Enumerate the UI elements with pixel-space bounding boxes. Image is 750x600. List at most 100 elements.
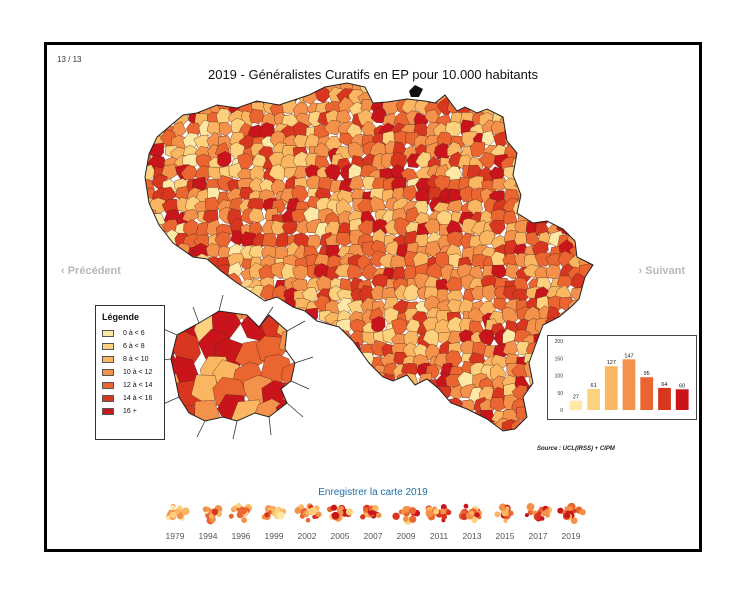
municipality-area xyxy=(307,331,323,347)
bar-value-label: 127 xyxy=(607,360,616,366)
municipality-area xyxy=(315,384,334,401)
municipality-area xyxy=(369,429,385,431)
year-thumbnail[interactable]: 1979 xyxy=(160,503,190,541)
municipality-area xyxy=(590,233,593,250)
municipality-area xyxy=(272,83,289,96)
municipality-area xyxy=(566,112,584,129)
municipality-area xyxy=(305,432,323,449)
legend-row: 0 à < 6 xyxy=(102,327,158,340)
municipality-area xyxy=(592,200,593,217)
municipality-area xyxy=(481,283,498,303)
municipality-area xyxy=(185,83,203,96)
municipality-area xyxy=(536,199,552,215)
municipality-area xyxy=(160,109,177,127)
mini-map-area xyxy=(169,511,177,519)
mini-map-area xyxy=(241,517,247,523)
municipality-area xyxy=(317,419,334,431)
year-thumbnail[interactable]: 2002 xyxy=(292,503,322,541)
municipality-area xyxy=(196,83,214,93)
municipality-area xyxy=(594,177,608,192)
year-thumbnail[interactable]: 1994 xyxy=(193,503,223,541)
municipality-area xyxy=(394,409,411,428)
municipality-area xyxy=(362,398,378,416)
municipality-area xyxy=(129,155,145,171)
municipality-area xyxy=(579,220,593,237)
municipality-area xyxy=(556,86,572,102)
municipality-area xyxy=(204,430,220,431)
municipality-area xyxy=(590,113,593,128)
municipality-area xyxy=(290,316,307,335)
year-thumbnail[interactable]: 2019 xyxy=(556,502,586,541)
municipality-area xyxy=(318,394,336,411)
municipality-area xyxy=(535,98,553,116)
save-map-link[interactable]: Enregistrer la carte 2019 xyxy=(318,487,428,498)
year-thumbnail[interactable]: 2017 xyxy=(523,503,553,541)
legend-title: Légende xyxy=(102,312,140,322)
previous-link[interactable]: ‹ Précédent xyxy=(61,265,121,277)
municipality-area xyxy=(152,107,171,126)
municipality-area xyxy=(471,254,488,270)
mini-map-area xyxy=(557,507,564,514)
municipality-area xyxy=(539,120,554,137)
municipality-area xyxy=(570,83,589,97)
municipality-area xyxy=(172,67,190,81)
mini-map-area xyxy=(372,504,379,512)
municipality-area xyxy=(414,420,430,431)
municipality-area xyxy=(503,83,519,93)
municipality-area xyxy=(162,83,179,84)
municipality-area xyxy=(504,263,520,280)
municipality-area xyxy=(329,407,346,426)
mini-map-area xyxy=(570,517,578,524)
municipality-area xyxy=(448,83,465,84)
municipality-area xyxy=(525,123,542,141)
year-thumbnail[interactable]: 2011 xyxy=(424,503,454,541)
municipality-area xyxy=(489,397,507,412)
municipality-area xyxy=(447,231,465,247)
municipality-area xyxy=(579,83,593,97)
municipality-area xyxy=(415,398,433,415)
municipality-area xyxy=(569,208,585,225)
municipality-area xyxy=(536,177,554,194)
municipality-area xyxy=(576,157,593,174)
mini-map-icon xyxy=(202,505,223,525)
municipality-area xyxy=(481,130,496,146)
municipality-area xyxy=(172,287,188,305)
municipality-area xyxy=(315,363,333,378)
municipality-area xyxy=(150,253,167,268)
mini-map-area xyxy=(469,510,475,516)
municipality-area xyxy=(492,83,510,93)
municipality-area xyxy=(445,83,462,95)
municipality-area xyxy=(488,219,506,235)
year-thumbnail[interactable]: 2015 xyxy=(490,503,520,541)
mini-map-area xyxy=(202,506,209,512)
municipality-area xyxy=(536,90,553,107)
municipality-area xyxy=(406,397,423,413)
legend-label: 8 à < 10 xyxy=(123,356,149,363)
municipality-area xyxy=(591,242,593,260)
municipality-area xyxy=(305,351,324,370)
year-label: 2017 xyxy=(528,531,548,541)
municipality-area xyxy=(340,352,358,370)
municipality-area xyxy=(145,83,160,95)
municipality-area xyxy=(333,430,352,431)
year-label: 1994 xyxy=(198,531,218,541)
year-thumbnail[interactable]: 1996 xyxy=(226,502,256,541)
year-thumbnail[interactable]: 1999 xyxy=(259,503,289,541)
municipality-area xyxy=(524,83,542,86)
year-thumbnail[interactable]: 2007 xyxy=(358,503,388,541)
municipality-area xyxy=(237,152,254,171)
year-thumbnail[interactable]: 2013 xyxy=(457,503,487,541)
municipality-area xyxy=(590,133,593,149)
municipality-area xyxy=(303,396,321,413)
municipality-area xyxy=(145,273,148,290)
municipality-area xyxy=(164,432,178,447)
year-thumbnail[interactable]: 2009 xyxy=(391,503,421,541)
mini-map-area xyxy=(534,512,542,521)
municipality-area xyxy=(330,362,347,378)
choropleth-map xyxy=(129,67,608,449)
municipality-area xyxy=(325,418,343,431)
next-link[interactable]: › Suivant xyxy=(638,265,685,277)
legend-swatch xyxy=(102,382,114,389)
municipality-area xyxy=(334,263,352,278)
year-thumbnail[interactable]: 2005 xyxy=(325,503,355,541)
